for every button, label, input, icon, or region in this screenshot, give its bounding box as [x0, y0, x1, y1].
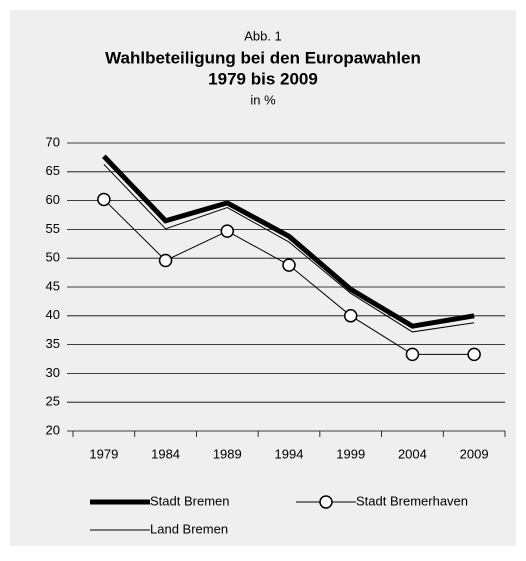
legend-marker [319, 495, 333, 509]
x-tick-label: 2004 [398, 446, 427, 461]
subtitle: in % [250, 92, 276, 107]
y-tick-label: 30 [46, 365, 60, 380]
y-tick-label: 55 [46, 221, 60, 236]
x-tick-label: 1984 [151, 446, 180, 461]
point [97, 192, 111, 207]
y-tick-label: 45 [46, 278, 60, 293]
x-tick-label: 1979 [89, 446, 118, 461]
y-tick-label: 50 [46, 250, 60, 265]
point [282, 258, 296, 272]
y-tick-label: 25 [46, 394, 60, 409]
x-tick-label: 2009 [460, 446, 489, 461]
series-line [103, 163, 475, 333]
point [467, 347, 481, 362]
x-tick-label: 1999 [336, 446, 365, 461]
point [158, 253, 173, 268]
y-tick-label: 70 [46, 134, 60, 149]
chart-title: Wahlbeteiligung bei den Europawahlen [105, 48, 421, 67]
point [343, 309, 358, 323]
x-tick-label: 1989 [213, 446, 242, 461]
y-tick-label: 65 [46, 163, 60, 178]
series-line [102, 154, 475, 329]
point [405, 347, 420, 362]
x-tick-label: 1994 [275, 446, 304, 461]
y-tick-label: 20 [46, 422, 60, 437]
y-tick-label: 40 [46, 307, 60, 322]
legend-label: Land Bremen [150, 521, 228, 536]
chart-title: 1979 bis 2009 [208, 69, 318, 88]
supertitle: Abb. 1 [244, 28, 282, 43]
y-tick-label: 60 [46, 192, 60, 207]
panel [10, 10, 516, 546]
legend-label: Stadt Bremen [150, 493, 230, 508]
point [220, 224, 235, 238]
y-tick-label: 35 [46, 336, 60, 351]
legend-label: Stadt Bremerhaven [356, 493, 468, 508]
